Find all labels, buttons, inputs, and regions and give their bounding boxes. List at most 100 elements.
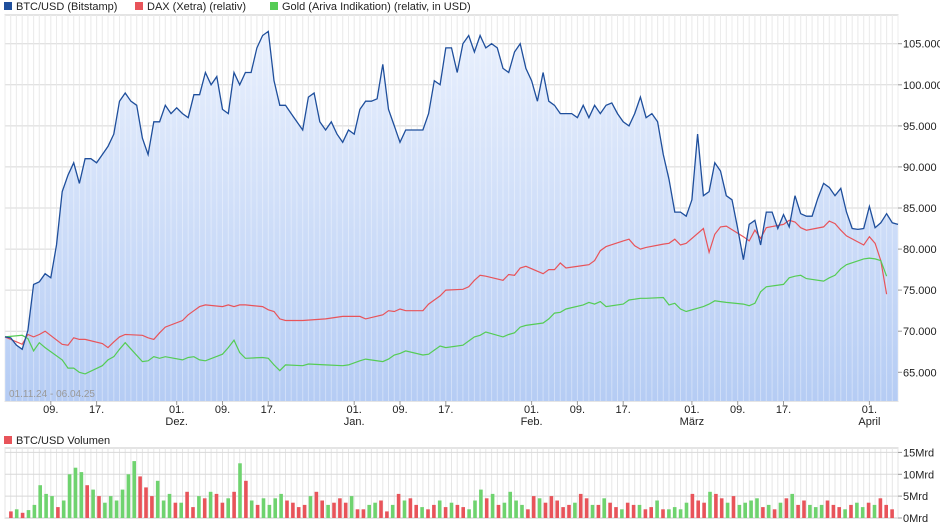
y-tick-label: 85.000 (903, 203, 937, 215)
x-tick-label: 17. (438, 404, 453, 416)
y-tick-label: 65.000 (903, 367, 937, 379)
volume-bar (61, 500, 66, 518)
volume-bar (443, 507, 448, 518)
volume-y-axis: 0Mrd 5Mrd 10Mrd 15Mrd (898, 447, 934, 525)
volume-bar (819, 504, 824, 518)
volume-bar (38, 485, 42, 518)
volume-bar (214, 493, 219, 518)
volume-bar (338, 498, 342, 518)
volume-bar (567, 504, 571, 518)
volume-bar (167, 493, 172, 518)
volume-bar (672, 507, 677, 518)
volume-bar (238, 463, 242, 518)
volume-bar (866, 502, 871, 518)
volume-bar (14, 509, 19, 519)
legend-swatch-btc (4, 2, 12, 10)
volume-bar (267, 504, 272, 518)
volume-bar (32, 504, 37, 518)
volume-bar (308, 496, 313, 518)
volume-bar (385, 511, 389, 518)
main-x-axis: 09. 17. 01.Dez.09. 17. 01.Jan.09. 17. 01.Feb.0… (43, 401, 880, 428)
volume-bar (191, 507, 195, 518)
volume-bar (426, 509, 430, 519)
volume-bar (296, 507, 301, 518)
volume-y-tick-label: 10Mrd (903, 469, 934, 481)
volume-bar (67, 474, 72, 519)
volume-bar (202, 498, 207, 518)
volume-bar (890, 509, 894, 519)
series-line-dax (4, 219, 888, 349)
volume-bar (790, 493, 794, 518)
volume-bar (796, 504, 800, 518)
x-month-label: Jan. (344, 416, 365, 428)
volume-bar (402, 500, 407, 518)
volume-bar (226, 498, 230, 518)
volume-bar (26, 510, 31, 518)
volume-bar (667, 509, 671, 519)
volume-bar (44, 493, 48, 518)
volume-bar (449, 502, 454, 518)
volume-bar (520, 504, 524, 518)
volume-bar (150, 496, 154, 518)
volume-bar (772, 509, 777, 519)
volume-bar (496, 504, 501, 518)
volume-bar (602, 498, 606, 518)
volume-bar (843, 509, 847, 519)
volume-bar (320, 500, 324, 518)
series-line-btc (4, 30, 899, 351)
volume-bar (584, 498, 589, 518)
volume-bar (185, 491, 189, 519)
volume-bar (731, 496, 736, 518)
volume-bar (285, 500, 289, 518)
volume-bar (437, 500, 442, 518)
volume-bar (708, 491, 712, 519)
volume-bar (261, 498, 266, 518)
y-tick-label: 90.000 (903, 162, 937, 174)
volume-bar (479, 489, 483, 518)
volume-plot: BTC/USD Volumen 0Mrd 5Mrd 10Mrd 15Mrd (4, 435, 934, 525)
volume-bar (379, 500, 383, 518)
date-range-label: 01.11.24 - 06.04.25 (9, 389, 95, 400)
btc-area (5, 31, 898, 402)
volume-bar (596, 504, 601, 518)
volume-bar (9, 511, 13, 518)
x-tick-label: 09. (43, 404, 58, 416)
volume-bar (91, 489, 95, 518)
volume-bar (197, 496, 201, 518)
volume-bar (302, 504, 307, 518)
volume-bar (490, 493, 495, 518)
volume-bar (461, 507, 465, 518)
volume-bar (326, 504, 330, 518)
volume-bar (808, 504, 812, 518)
volume-bar (432, 504, 436, 518)
volume-bar (73, 467, 78, 518)
volume-bar (349, 496, 354, 518)
volume-bar (620, 509, 624, 519)
volume-bar (355, 509, 360, 519)
volume-bar (643, 509, 648, 519)
volume-bars (9, 461, 894, 519)
volume-bar (696, 500, 700, 518)
x-tick-label: 01. (524, 404, 539, 416)
volume-bar (502, 502, 507, 518)
volume-bar (108, 496, 113, 518)
volume-bar (85, 485, 89, 518)
volume-bar (661, 509, 665, 519)
volume-bar (244, 480, 248, 518)
main-plot: 01.11.24 - 06.04.25 65.000 70.000 75.000 80… (4, 14, 940, 428)
volume-bar (590, 504, 595, 518)
volume-bar (155, 480, 160, 518)
volume-bar (232, 491, 236, 519)
main-y-axis: 65.000 70.000 75.000 80.000 85.000 90.000 95.0… (898, 39, 940, 379)
volume-bar (813, 507, 818, 518)
y-tick-label: 105.000 (903, 39, 940, 51)
volume-bar (608, 502, 612, 518)
x-tick-label: 09. (215, 404, 230, 416)
volume-bar (484, 498, 489, 518)
volume-bar (555, 500, 559, 518)
volume-bar (837, 507, 841, 518)
volume-bar (249, 500, 254, 518)
volume-bar (255, 504, 260, 518)
volume-bar (849, 504, 853, 518)
volume-bar (208, 491, 213, 519)
